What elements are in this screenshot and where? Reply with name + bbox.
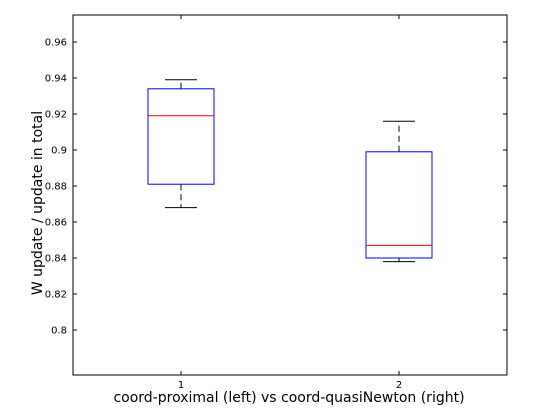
y-tick-label: 0.84 [45, 254, 67, 265]
x-tick-label: 1 [178, 380, 184, 391]
y-tick-label: 0.88 [45, 182, 67, 193]
y-tick-label: 0.96 [45, 38, 67, 49]
y-tick-label: 0.92 [45, 110, 67, 121]
y-tick-label: 0.82 [45, 290, 67, 301]
y-tick-label: 0.9 [51, 146, 67, 157]
y-tick-label: 0.86 [45, 218, 67, 229]
y-tick-label: 0.8 [51, 326, 67, 337]
box-iqr [365, 151, 433, 259]
plot-area-frame [72, 14, 508, 376]
box-iqr [147, 88, 215, 185]
y-tick-label: 0.94 [45, 74, 67, 85]
y-axis-label: W update / update in total [30, 111, 46, 295]
x-axis-label: coord-proximal (left) vs coord-quasiNewt… [113, 390, 464, 406]
x-tick-label: 2 [396, 380, 402, 391]
